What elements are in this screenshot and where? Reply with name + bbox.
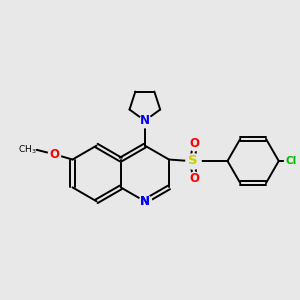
Text: N: N — [140, 195, 150, 208]
Text: Cl: Cl — [286, 156, 297, 166]
Text: N: N — [140, 114, 150, 127]
Text: CH$_3$: CH$_3$ — [17, 143, 36, 155]
Text: O: O — [49, 148, 59, 161]
Text: N: N — [140, 195, 150, 208]
Text: O: O — [190, 137, 200, 151]
Text: S: S — [188, 154, 198, 167]
Text: O: O — [190, 172, 200, 184]
